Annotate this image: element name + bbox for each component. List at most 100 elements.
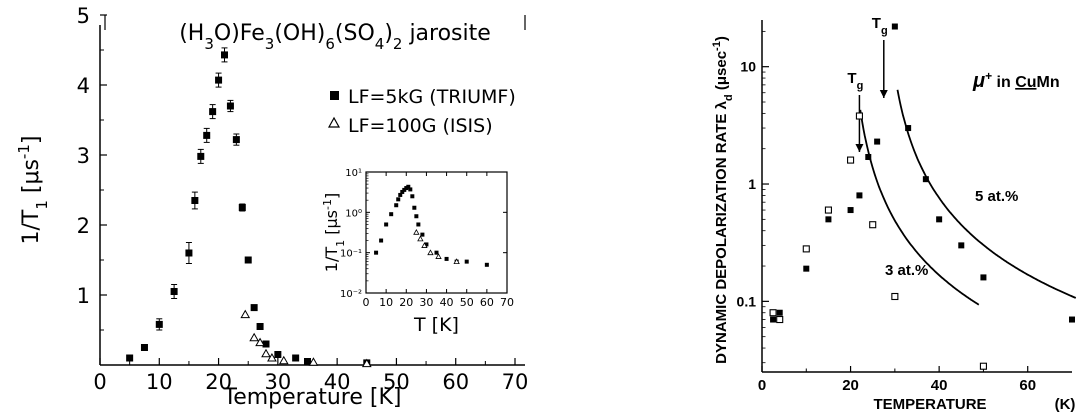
inset-y-tick-label: 10⁻² — [340, 289, 362, 300]
cumn-chart: 0 20 40 60 0.1 1 10 TEMPERATURE (K) DYNAMIC DEPOL… — [711, 15, 1077, 413]
triumf-point — [221, 51, 228, 59]
inset-triumf-point — [414, 214, 419, 219]
tg-arrow-label: Tg — [872, 15, 888, 37]
triumf-point — [191, 197, 199, 204]
legend-label-isis: LF=100G (ISIS) — [348, 115, 493, 137]
inset-x-tick-label: 50 — [460, 296, 474, 309]
point-5at — [980, 274, 987, 281]
x-axis-label: Temperature [K] — [223, 385, 402, 410]
inset-triumf-point — [404, 186, 409, 191]
inset-x-tick-label: 70 — [500, 296, 514, 309]
isis-point — [255, 337, 265, 347]
triumf-point — [126, 354, 134, 362]
point-5at — [865, 153, 872, 160]
y-tick-label: 4 — [77, 74, 90, 98]
y-tick-label: 2 — [77, 214, 90, 238]
triumf-point — [215, 76, 223, 84]
legend-marker-isis — [327, 116, 341, 128]
inset-isis-point — [417, 235, 424, 242]
triumf-point — [238, 204, 246, 211]
point-3at — [769, 309, 777, 317]
point-5at — [874, 138, 881, 145]
x-tick-label: 40 — [931, 377, 948, 394]
y-axis-label: DYNAMIC DEPOLARIZATION RATE λd (μsec-1) — [711, 36, 735, 364]
point-5at — [803, 265, 810, 272]
y-tick-label: 1 — [77, 284, 90, 308]
inset-triumf-point — [400, 189, 405, 194]
triumf-point — [292, 354, 300, 362]
inset-triumf-point — [412, 205, 417, 210]
y-tick-label: 5 — [77, 4, 90, 28]
point-3at — [847, 156, 855, 164]
inset-triumf-point — [420, 232, 425, 237]
point-3at — [855, 112, 863, 120]
triumf-point — [244, 256, 252, 264]
x-tick-label: 40 — [324, 370, 351, 394]
inset-isis-point — [435, 253, 442, 259]
isis-point — [240, 309, 251, 319]
triumf-point — [256, 323, 264, 330]
point-5at — [776, 309, 783, 316]
x-tick-label: 0 — [93, 370, 106, 394]
triumf-point — [170, 288, 178, 295]
triumf-point — [140, 344, 148, 351]
triumf-point — [197, 152, 205, 160]
inset-triumf-point — [424, 242, 429, 247]
isis-point — [249, 332, 260, 342]
x-tick-label: 30 — [264, 370, 291, 394]
point-5at — [770, 316, 777, 323]
inset-triumf-point — [389, 212, 394, 217]
point-5at — [936, 216, 943, 223]
inset-isis-point — [421, 242, 428, 248]
inset-triumf-point — [402, 187, 407, 192]
x-tick-label: 50 — [383, 370, 410, 394]
tg-arrow-head — [879, 90, 888, 98]
inset-frame — [365, 171, 508, 294]
isis-point — [361, 358, 372, 368]
isis-point — [278, 355, 289, 365]
point-3at — [824, 206, 832, 214]
curve-label-3at: 3 at.% — [885, 262, 928, 279]
inset-x-tick-label: 40 — [440, 296, 454, 309]
triumf-point — [209, 108, 217, 116]
tg-arrow-head — [855, 144, 864, 152]
inset-y-axis-label: 1/T1 [μs-1] — [321, 193, 347, 272]
point-5at — [825, 216, 832, 223]
point-3at — [979, 362, 987, 370]
inset-triumf-point — [406, 184, 411, 189]
chart-title: (H3O)Fe3(OH)6(SO4)2 jarosite — [179, 21, 491, 53]
y-axis-label: 1/T1 [μs-1] — [15, 135, 51, 244]
x-tick-label: 20 — [205, 370, 232, 394]
point-5at — [1069, 316, 1075, 323]
point-5at — [856, 192, 863, 199]
point-5at — [905, 125, 912, 132]
x-axis-label: TEMPERATURE — [873, 396, 986, 413]
x-tick-label: 70 — [502, 370, 529, 394]
triumf-point — [155, 320, 163, 328]
inset-y-tick-label: 10¹ — [345, 168, 362, 179]
inset-x-tick-label: 20 — [399, 296, 413, 309]
isis-point — [308, 357, 319, 366]
inset-triumf-point — [398, 192, 403, 197]
inset-triumf-point — [379, 238, 384, 243]
inset-x-axis-label: T [K] — [413, 314, 459, 336]
triumf-point — [262, 340, 270, 348]
x-tick-label: 60 — [1019, 377, 1036, 394]
legend-label-triumf: LF=5kG (TRIUMF) — [348, 86, 516, 108]
inset-y-tick-label: 10⁻¹ — [340, 249, 362, 260]
triumf-point — [226, 102, 234, 110]
point-3at — [891, 292, 899, 301]
inset-y-tick-label: 10⁰ — [345, 208, 362, 219]
inset-x-tick-label: 30 — [419, 296, 433, 309]
inset-isis-point — [413, 228, 420, 235]
point-3at — [802, 245, 810, 253]
point-5at — [958, 242, 965, 249]
point-3at — [869, 221, 877, 229]
y-tick-label: 1 — [748, 176, 756, 192]
inset-triumf-point — [396, 197, 401, 202]
inset-x-tick-label: 10 — [379, 296, 393, 309]
y-tick-label: 0.1 — [737, 293, 757, 309]
triumf-point — [274, 351, 282, 358]
y-tick-label: 3 — [77, 144, 90, 168]
